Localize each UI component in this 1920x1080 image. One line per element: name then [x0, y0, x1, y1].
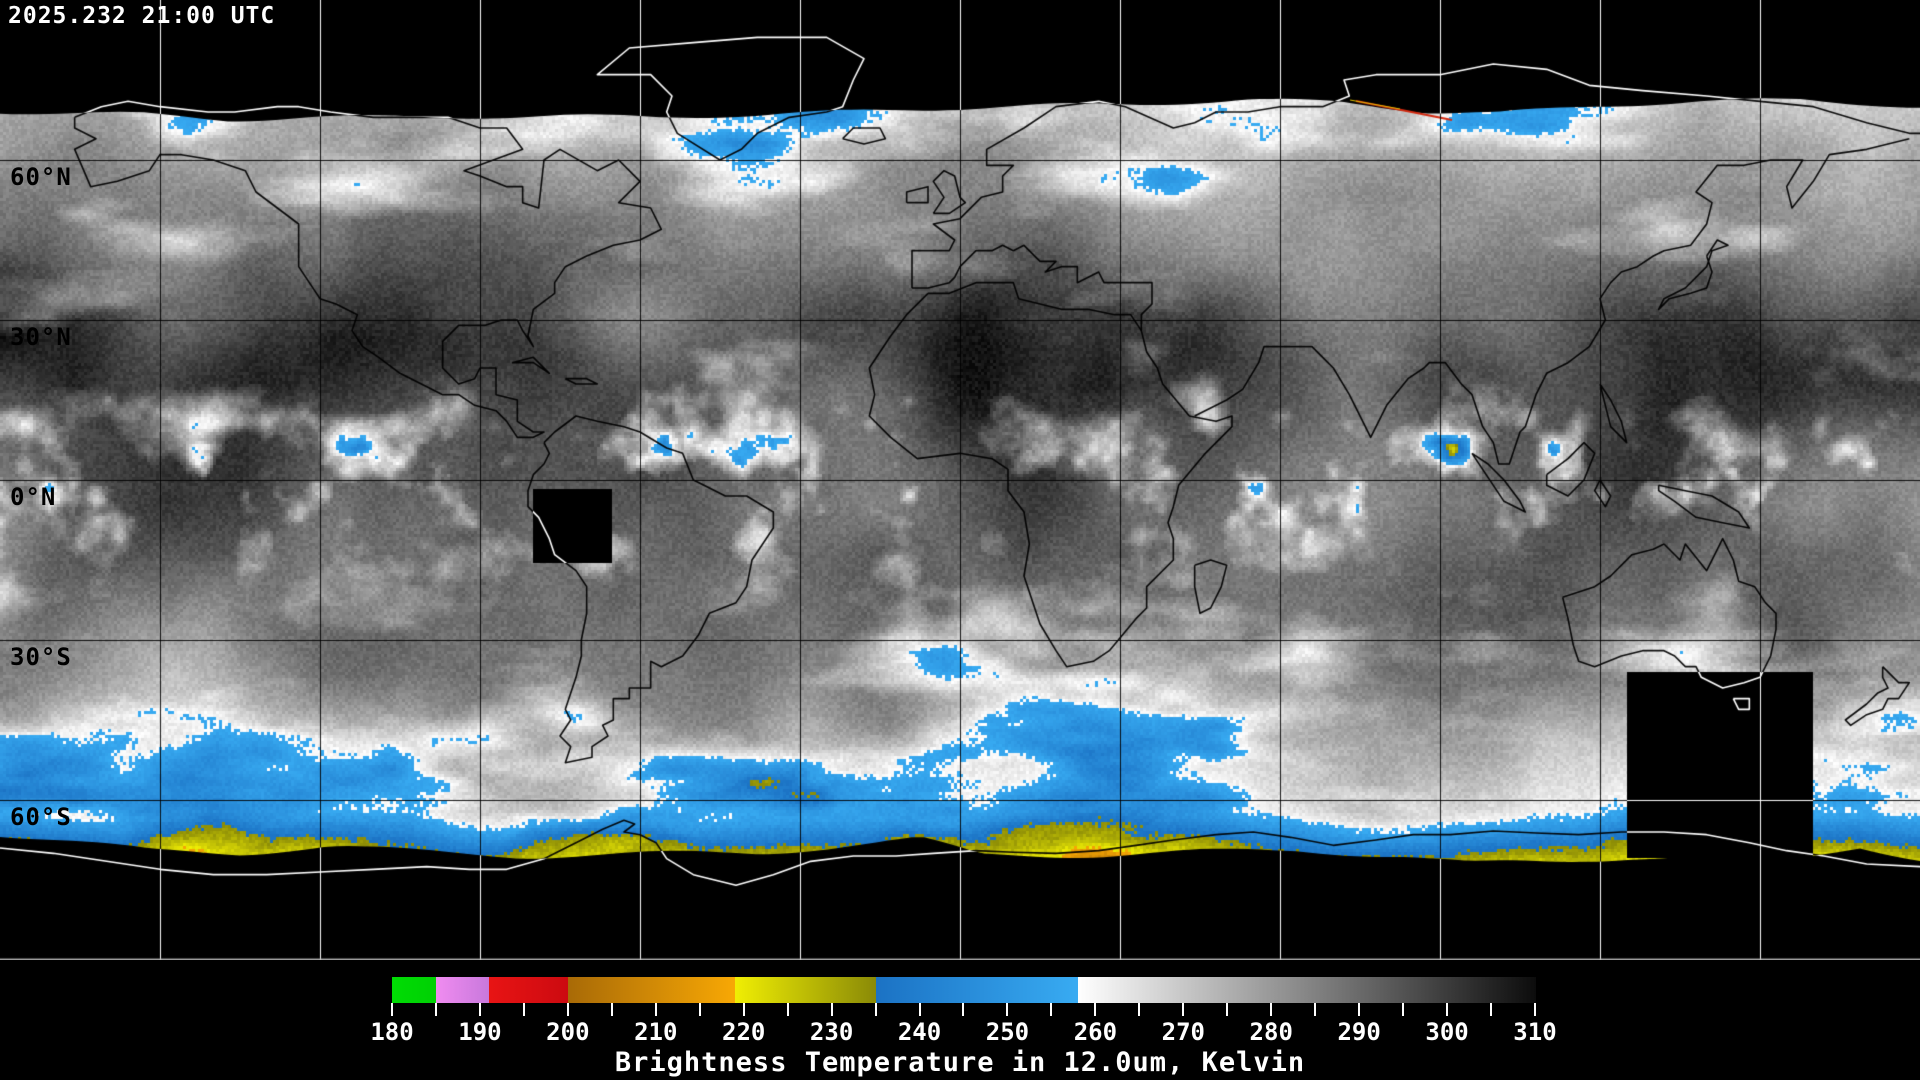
- colorbar-segment: [1077, 977, 1536, 1003]
- colorbar-tick: [1050, 1003, 1053, 1016]
- colorbar-tick: [1358, 1003, 1361, 1016]
- colorbar-tick: [1533, 1003, 1536, 1016]
- colorbar-tick: [1094, 1003, 1097, 1016]
- colorbar-tick-label: 280: [1249, 1018, 1293, 1046]
- colorbar-scale: [392, 977, 1536, 1003]
- colorbar-tick: [1314, 1003, 1317, 1016]
- colorbar-tick: [1138, 1003, 1141, 1016]
- colorbar-tick-label: 300: [1425, 1018, 1469, 1046]
- colorbar-tick: [1006, 1003, 1009, 1016]
- colorbar-segment: [567, 977, 736, 1003]
- latitude-label: 60°S: [10, 803, 72, 831]
- colorbar-tick: [1182, 1003, 1185, 1016]
- colorbar-tick: [1270, 1003, 1273, 1016]
- colorbar-tick: [830, 1003, 833, 1016]
- colorbar: 180 190 200 210 220 230 240 250 260 270 280 290 300 3…: [370, 977, 1557, 1046]
- colorbar-tick-label: 290: [1337, 1018, 1381, 1046]
- colorbar-tick: [391, 1003, 393, 1016]
- colorbar-tick: [522, 1003, 525, 1016]
- colorbar-tick: [918, 1003, 921, 1016]
- colorbar-tick: [1446, 1003, 1449, 1016]
- colorbar-tick: [610, 1003, 613, 1016]
- colorbar-tick-label: 270: [1161, 1018, 1205, 1046]
- colorbar-tick: [962, 1003, 965, 1016]
- colorbar-tick-label: 240: [897, 1018, 942, 1046]
- colorbar-tick: [1490, 1003, 1493, 1016]
- colorbar-caption: Brightness Temperature in 12.0um, Kelvin: [614, 1047, 1306, 1078]
- colorbar-tick: [1402, 1003, 1405, 1016]
- latitude-label: 60°N: [10, 163, 72, 191]
- colorbar-tick-label: 250: [985, 1018, 1030, 1046]
- latitude-label: 0°N: [10, 483, 57, 511]
- colorbar-tick: [566, 1003, 569, 1016]
- colorbar-tick: [654, 1003, 657, 1016]
- latitude-label: 30°S: [10, 643, 72, 671]
- timestamp-label: 2025.232 21:00 UTC: [8, 3, 276, 29]
- colorbar-segment: [392, 977, 437, 1003]
- colorbar-tick-label: 180: [370, 1018, 414, 1046]
- colorbar-tick: [742, 1003, 745, 1016]
- colorbar-tick-label: 260: [1073, 1018, 1118, 1046]
- colorbar-tick-label: 190: [458, 1018, 502, 1046]
- colorbar-tick: [478, 1003, 481, 1016]
- colorbar-tick: [874, 1003, 877, 1016]
- colorbar-tick-label: 210: [634, 1018, 678, 1046]
- colorbar-segment: [488, 977, 569, 1003]
- colorbar-tick-label: 230: [809, 1018, 854, 1046]
- colorbar-segment: [734, 977, 877, 1003]
- colorbar-tick: [434, 1003, 437, 1016]
- colorbar-tick-label: 310: [1513, 1018, 1557, 1046]
- colorbar-tick: [698, 1003, 701, 1016]
- colorbar-tick: [786, 1003, 789, 1016]
- colorbar-tick-label: 200: [546, 1018, 590, 1046]
- colorbar-tick: [1226, 1003, 1229, 1016]
- satellite-map-canvas: [0, 0, 1920, 960]
- colorbar-tick-label: 220: [722, 1018, 766, 1046]
- colorbar-segment: [875, 977, 1079, 1003]
- colorbar-segment: [435, 977, 490, 1003]
- latitude-label: 30°N: [10, 323, 72, 351]
